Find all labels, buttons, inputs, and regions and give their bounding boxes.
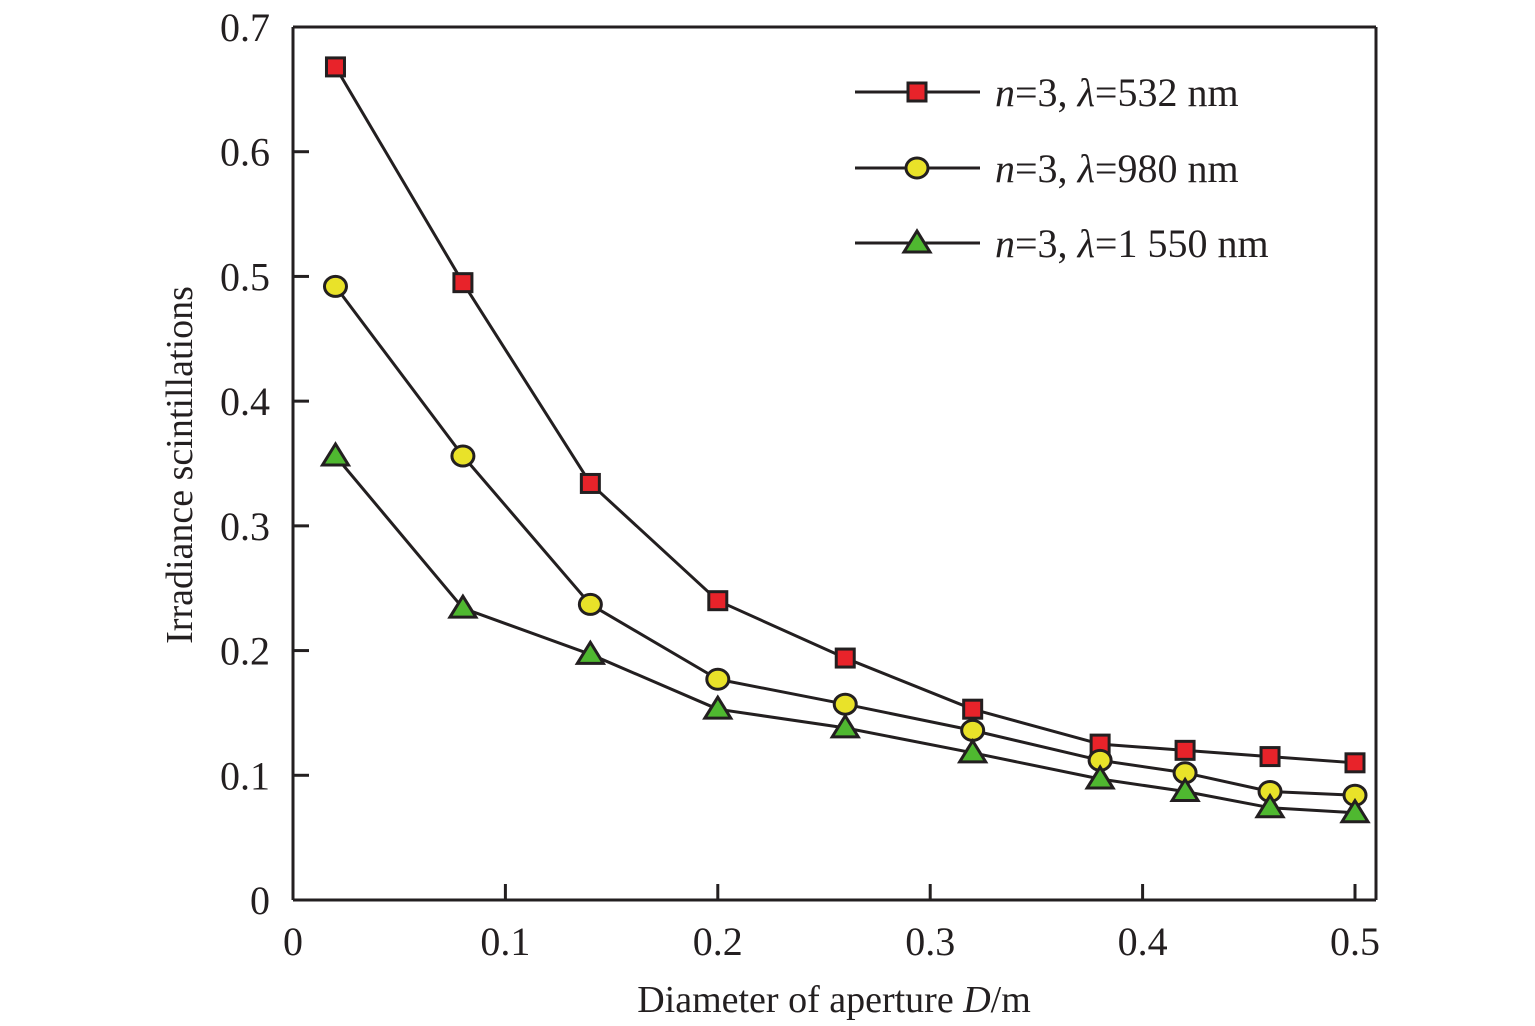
y-tick-label: 0.7 bbox=[220, 5, 270, 50]
y-axis-ticks: 0 0.1 0.2 0.3 0.4 0.5 0.6 0.7 bbox=[220, 5, 309, 923]
legend-label-lambda: λ bbox=[1077, 221, 1095, 266]
legend-label-eq1: =3, bbox=[1015, 221, 1078, 266]
legend-label-eq1: =3, bbox=[1015, 70, 1078, 115]
data-point-square bbox=[452, 272, 474, 294]
data-point-triangle bbox=[829, 713, 861, 739]
data-point-circle bbox=[322, 274, 348, 298]
legend-label-eq2: =1 550 nm bbox=[1095, 221, 1269, 266]
legend-item: n=3, λ=532 nm bbox=[855, 70, 1239, 115]
data-point-square bbox=[707, 590, 729, 612]
data-point-triangle bbox=[319, 441, 352, 467]
x-tick-label: 0.5 bbox=[1330, 919, 1380, 964]
legend-label-n: n bbox=[995, 146, 1015, 191]
data-point-square bbox=[962, 698, 984, 720]
x-axis-label: Diameter of aperture D/m bbox=[637, 979, 1031, 1021]
legend-label-n: n bbox=[995, 221, 1015, 266]
series-markers bbox=[319, 56, 1371, 824]
legend-label-n: n bbox=[995, 70, 1015, 115]
legend-label-eq2: =980 nm bbox=[1095, 146, 1239, 191]
series-line-1 bbox=[334, 66, 1356, 765]
data-point-triangle bbox=[1084, 764, 1116, 790]
data-point-square bbox=[579, 472, 601, 494]
legend-label: n=3, λ=1 550 nm bbox=[995, 221, 1269, 266]
data-point-circle bbox=[450, 444, 476, 468]
axes bbox=[291, 25, 1378, 902]
legend-marker-triangle bbox=[901, 228, 933, 254]
x-tick-label: 0.3 bbox=[905, 919, 955, 964]
legend-label-lambda: λ bbox=[1077, 146, 1095, 191]
legend-label-lambda: λ bbox=[1077, 70, 1095, 115]
data-point-triangle bbox=[447, 593, 479, 619]
data-point-square bbox=[834, 647, 856, 669]
series-line-3 bbox=[334, 455, 1356, 815]
x-axis-ticks: 0 0.1 0.2 0.3 0.4 0.5 bbox=[283, 884, 1380, 964]
legend-label-eq2: =532 nm bbox=[1095, 70, 1239, 115]
data-point-triangle bbox=[1169, 776, 1201, 802]
data-point-square bbox=[324, 56, 346, 78]
data-point-circle bbox=[960, 718, 986, 742]
y-tick-label: 0.3 bbox=[220, 504, 270, 549]
x-axis-label-text: Diameter of aperture bbox=[637, 979, 963, 1021]
y-tick-label: 0 bbox=[250, 878, 270, 923]
x-tick-label: 0.1 bbox=[480, 919, 530, 964]
legend-label-eq1: =3, bbox=[1015, 146, 1078, 191]
data-point-triangle bbox=[1254, 792, 1286, 819]
y-tick-label: 0.1 bbox=[220, 753, 270, 798]
series-lines bbox=[334, 66, 1356, 815]
series-markers-3 bbox=[319, 441, 1371, 824]
x-tick-label: 0 bbox=[283, 919, 303, 964]
legend-item: n=3, λ=1 550 nm bbox=[855, 221, 1269, 266]
data-point-square bbox=[1174, 739, 1196, 761]
x-tick-label: 0.2 bbox=[693, 919, 743, 964]
x-tick-label: 0.4 bbox=[1118, 919, 1168, 964]
legend-label: n=3, λ=532 nm bbox=[995, 70, 1239, 115]
legend-item: n=3, λ=980 nm bbox=[855, 146, 1239, 191]
data-point-circle bbox=[705, 667, 731, 691]
y-tick-label: 0.5 bbox=[220, 254, 270, 299]
data-point-triangle bbox=[574, 639, 607, 665]
legend-label: n=3, λ=980 nm bbox=[995, 146, 1239, 191]
legend: n=3, λ=532 nmn=3, λ=980 nmn=3, λ=1 550 n… bbox=[855, 70, 1269, 266]
series-markers-2 bbox=[322, 274, 1368, 807]
y-tick-label: 0.2 bbox=[220, 629, 270, 674]
x-axis-label-unit: /m bbox=[991, 979, 1031, 1021]
series-line-2 bbox=[334, 285, 1356, 797]
legend-marker-square bbox=[906, 81, 928, 103]
data-point-circle bbox=[577, 592, 603, 616]
y-tick-label: 0.6 bbox=[220, 130, 270, 175]
data-point-square bbox=[1259, 746, 1281, 768]
legend-marker-circle bbox=[904, 156, 930, 180]
data-point-circle bbox=[832, 692, 858, 716]
y-axis-label: Irradiance scintillations bbox=[159, 286, 201, 644]
data-point-square bbox=[1344, 752, 1366, 774]
y-tick-label: 0.4 bbox=[220, 379, 270, 424]
x-axis-label-variable: D bbox=[962, 979, 990, 1021]
data-point-triangle bbox=[1339, 797, 1371, 824]
data-point-triangle bbox=[956, 737, 989, 764]
data-point-triangle bbox=[702, 694, 734, 720]
